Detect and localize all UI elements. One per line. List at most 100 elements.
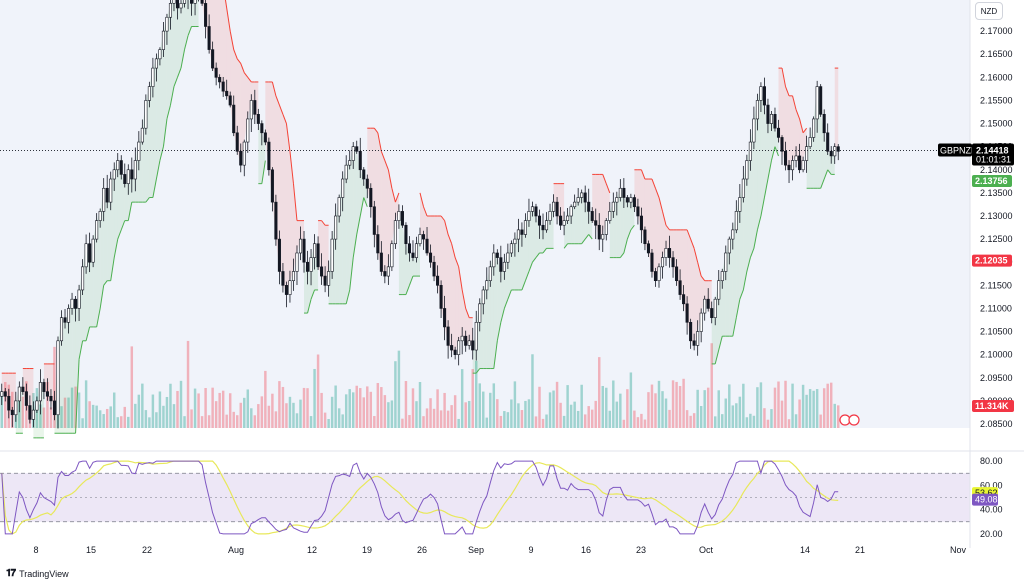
supertrend-segment [78, 340, 84, 360]
volume-bar [341, 414, 344, 428]
volume-bar [190, 409, 193, 428]
candle-body [682, 294, 686, 305]
volume-bar [239, 402, 242, 428]
supertrend-segment [285, 123, 291, 152]
price-tick-label: 2.15000 [980, 119, 1013, 129]
alert-flag-icon[interactable] [848, 414, 860, 426]
candle-body [63, 317, 67, 323]
candle-body [193, 0, 197, 4]
volume-bar [334, 385, 337, 428]
volume-bar [766, 419, 770, 428]
supertrend-segment [820, 178, 825, 189]
volume-bar [601, 385, 604, 428]
candle-body [425, 238, 429, 254]
volume-bar [594, 400, 597, 428]
candle-body [383, 271, 387, 277]
candle-body [88, 243, 92, 263]
rsi-pane[interactable] [0, 460, 970, 535]
volume-bar [446, 410, 450, 428]
supertrend-fill [1, 373, 6, 397]
candle-body [358, 150, 362, 171]
volume-bar [309, 416, 313, 428]
tradingview-logo[interactable]: 𝟏𝟕 TradingView [6, 568, 69, 579]
supertrend-segment [524, 271, 530, 281]
candle-body [362, 169, 366, 180]
volume-bar [784, 380, 787, 428]
supertrend-fill [599, 174, 603, 240]
supertrend-segment [229, 31, 235, 50]
candle-body [161, 30, 165, 50]
volume-bar [84, 380, 88, 428]
supertrend-segment [226, 7, 231, 32]
volume-bar [355, 385, 358, 428]
supertrend-fill [532, 206, 536, 263]
supertrend-value-label: 2.13756 [975, 176, 1008, 186]
volume-bar [144, 410, 148, 428]
candle-body [429, 252, 433, 263]
volume-bar [633, 410, 636, 428]
candle-body [808, 137, 812, 147]
price-pane-bg [0, 0, 970, 428]
volume-bar [320, 392, 323, 428]
volume-bar [457, 418, 460, 428]
candle-body [703, 298, 707, 314]
volume-bar [503, 411, 506, 428]
volume-bar [109, 406, 112, 428]
supertrend-segment [162, 118, 168, 147]
supertrend-segment [243, 72, 249, 78]
volume-bar [728, 384, 731, 428]
supertrend-fill [219, 0, 224, 92]
candle-body [414, 243, 419, 258]
supertrend-segment [261, 160, 266, 184]
candle-body [190, 0, 194, 4]
supertrend-segment [321, 220, 326, 226]
volume-bar [759, 382, 763, 428]
volume-bar [822, 388, 826, 428]
supertrend-segment [345, 289, 351, 304]
supertrend-segment [507, 289, 512, 300]
time-tick-label: Sep [468, 545, 484, 555]
supertrend-segment [292, 183, 298, 221]
rsi-moving-average-line [1, 460, 839, 535]
supertrend-segment [690, 238, 695, 249]
currency-badge[interactable]: NZD [975, 2, 1003, 20]
volume-bar [123, 406, 126, 428]
time-axis[interactable]: 8 15 22 Aug 12 19 26 Sep 9 16 23 Oct 14 21 Nov [33, 545, 966, 555]
price-candles[interactable] [0, 0, 840, 429]
candle-body [400, 211, 404, 226]
supertrend-fill [258, 123, 262, 184]
price-tick-label: 2.16500 [980, 49, 1013, 59]
candle-body [281, 271, 285, 286]
candle-body [284, 285, 288, 295]
volume-bar [274, 411, 278, 428]
candle-body [499, 257, 503, 272]
supertrend-fill [325, 225, 329, 286]
volume-bar [116, 417, 119, 428]
alert-icons[interactable] [839, 414, 860, 426]
supertrend-segment [500, 308, 505, 323]
supertrend-segment [408, 275, 414, 286]
supertrend-segment [103, 280, 108, 286]
price-tick-label: 2.10500 [980, 327, 1013, 337]
supertrend-fill [181, 0, 185, 69]
candle-body [597, 224, 601, 240]
volume-value-label: 11.314K [975, 401, 1009, 411]
volume-bar [330, 396, 334, 428]
supertrend-fill [117, 160, 122, 240]
supertrend-fill [223, 0, 227, 96]
candle-body [214, 67, 218, 78]
candle-body [28, 405, 32, 420]
supertrend-fill [216, 0, 220, 82]
candle-body [829, 150, 833, 157]
volume-bar [383, 395, 387, 428]
volume-bar [650, 384, 654, 428]
candle-body [172, 0, 176, 4]
candle-body [446, 326, 450, 346]
candle-body [239, 150, 243, 166]
candle-body [158, 49, 162, 60]
volume-bar [369, 391, 373, 428]
supertrend-fill [796, 109, 800, 170]
supertrend-segment [236, 58, 242, 64]
